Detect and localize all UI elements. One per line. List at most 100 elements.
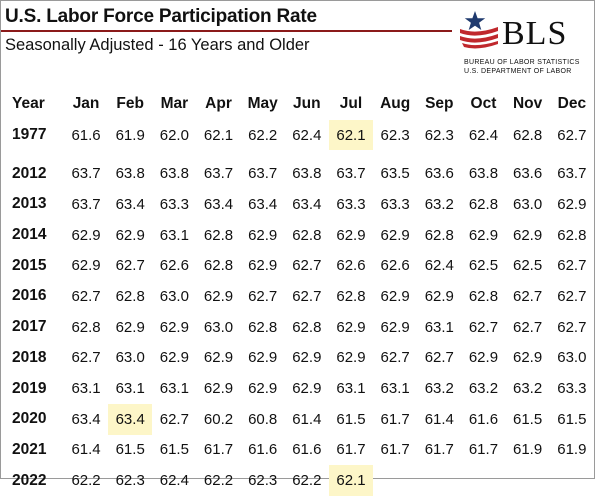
value-cell: 61.9 (557, 441, 587, 459)
value-cell: 61.4 (424, 410, 454, 428)
year-cell: 1977 (12, 126, 47, 144)
value-cell: 61.6 (292, 441, 322, 459)
value-cell (373, 465, 417, 496)
value-cell: 62.7 (468, 318, 499, 336)
value-cell: 63.1 (424, 318, 454, 336)
value-cell: 63.8 (468, 165, 499, 183)
value-cell: 63.7 (203, 165, 234, 183)
column-header-aug: Aug (380, 95, 411, 113)
value-cell: 63.7 (71, 195, 101, 213)
header: U.S. Labor Force Participation Rate Seas… (1, 1, 594, 83)
value-cell: 63.8 (115, 165, 145, 183)
year-cell: 2015 (12, 256, 47, 274)
value-cell: 62.6 (159, 257, 189, 275)
value-cell: 62.2 (248, 126, 278, 144)
table-row: 1977 61.6 61.9 62.0 62.1 62.2 62.4 62.1 62.3 62.3… (5, 119, 594, 151)
value-cell: 62.9 (71, 226, 101, 244)
value-cell: 61.7 (380, 441, 410, 459)
value-cell: 62.9 (336, 349, 366, 367)
value-cell: 62.9 (380, 287, 410, 305)
row-spacer-cell (5, 150, 594, 158)
value-cell: 63.4 (248, 195, 278, 213)
value-cell: 61.7 (336, 441, 366, 459)
year-cell: 2022 (12, 471, 47, 489)
bls-logo: BLS BUREAU OF LABOR STATISTICS U.S. DEPA… (458, 9, 586, 79)
value-cell (506, 465, 550, 496)
value-cell: 62.4 (424, 257, 454, 275)
value-cell: 62.7 (248, 287, 278, 305)
table-body: 1977 61.6 61.9 62.0 62.1 62.2 62.4 62.1 62.3 62.3… (5, 119, 594, 496)
value-cell: 62.9 (248, 226, 278, 244)
year-cell: 2020 (12, 410, 47, 428)
column-header-nov: Nov (512, 95, 543, 113)
column-header-apr: Apr (205, 95, 232, 113)
value-cell: 62.9 (336, 226, 366, 244)
value-cell: 61.7 (380, 410, 410, 428)
value-cell: 62.0 (159, 126, 189, 144)
highlighted-value-cell: 63.4 (108, 403, 153, 435)
column-header-jun: Jun (293, 95, 321, 113)
value-cell: 63.8 (292, 165, 322, 183)
value-cell: 61.7 (203, 441, 234, 459)
value-cell: 62.7 (115, 257, 145, 275)
value-cell: 62.7 (557, 318, 587, 336)
table-row: 2013 63.7 63.4 63.3 63.4 63.4 63.4 63.3 63.3 63.2… (5, 189, 594, 220)
table-row: 2012 63.7 63.8 63.8 63.7 63.7 63.8 63.7 63.5 63.6… (5, 158, 594, 189)
value-cell: 61.5 (336, 410, 366, 428)
value-cell: 61.5 (513, 410, 543, 428)
value-cell: 62.2 (203, 472, 234, 490)
value-cell: 62.4 (468, 126, 499, 144)
value-cell: 61.5 (115, 441, 145, 459)
column-header-mar: Mar (160, 95, 189, 113)
value-cell: 60.8 (248, 410, 278, 428)
page-title: U.S. Labor Force Participation Rate (5, 6, 317, 27)
table-row: 2015 62.9 62.7 62.6 62.8 62.9 62.7 62.6 62.6 62.4… (5, 250, 594, 281)
value-cell: 61.7 (468, 441, 499, 459)
value-cell: 62.8 (557, 226, 587, 244)
year-cell: 2021 (12, 440, 47, 458)
value-cell: 62.9 (71, 257, 101, 275)
value-cell: 62.9 (292, 380, 322, 398)
table-row: 2014 62.9 62.9 63.1 62.8 62.9 62.8 62.9 62.9 62.8… (5, 220, 594, 251)
value-cell: 62.2 (71, 472, 101, 490)
star-swoosh-icon (460, 11, 498, 49)
year-cell: 2014 (12, 226, 47, 244)
year-cell: 2013 (12, 195, 47, 213)
value-cell: 62.7 (71, 349, 101, 367)
title-divider (1, 30, 452, 32)
value-cell: 62.9 (424, 287, 454, 305)
value-cell: 62.9 (115, 318, 145, 336)
highlighted-value-cell: 62.1 (328, 119, 374, 151)
table-row: 2016 62.7 62.8 63.0 62.9 62.7 62.7 62.8 62.9 62.9… (5, 281, 594, 312)
value-cell: 62.7 (424, 349, 454, 367)
value-cell: 62.7 (557, 257, 587, 275)
highlighted-value-cell: 62.1 (328, 465, 374, 496)
value-cell: 62.8 (203, 257, 234, 275)
value-cell (417, 465, 461, 496)
value-cell: 62.7 (292, 257, 322, 275)
value-cell: 62.8 (513, 126, 543, 144)
value-cell: 63.4 (71, 410, 101, 428)
value-cell: 62.6 (336, 257, 366, 275)
value-cell: 62.3 (115, 472, 145, 490)
value-cell: 62.5 (468, 257, 499, 275)
value-cell: 63.6 (424, 165, 454, 183)
value-cell: 63.1 (336, 380, 366, 398)
value-cell: 63.2 (513, 380, 543, 398)
participation-rate-table: Year Jan Feb Mar Apr May Jun Jul Aug Sep Oct Nov Dec… (5, 89, 594, 496)
table-row: 2017 62.8 62.9 62.9 63.0 62.8 62.8 62.9 62.9 63.1… (5, 312, 594, 343)
table-row: 2019 63.1 63.1 63.1 62.9 62.9 62.9 63.1 63.1 63.2… (5, 373, 594, 404)
value-cell: 63.4 (203, 195, 234, 213)
value-cell: 62.7 (557, 126, 587, 144)
value-cell: 62.8 (336, 287, 366, 305)
value-cell: 62.7 (71, 287, 101, 305)
value-cell: 61.4 (292, 410, 322, 428)
column-header-jul: Jul (339, 95, 363, 113)
value-cell: 62.7 (159, 410, 189, 428)
value-cell: 63.0 (159, 287, 189, 305)
value-cell: 60.2 (203, 410, 234, 428)
value-cell: 63.4 (115, 195, 145, 213)
column-header-may: May (247, 95, 278, 113)
page-subtitle: Seasonally Adjusted - 16 Years and Older (5, 36, 310, 54)
value-cell: 63.3 (557, 380, 587, 398)
